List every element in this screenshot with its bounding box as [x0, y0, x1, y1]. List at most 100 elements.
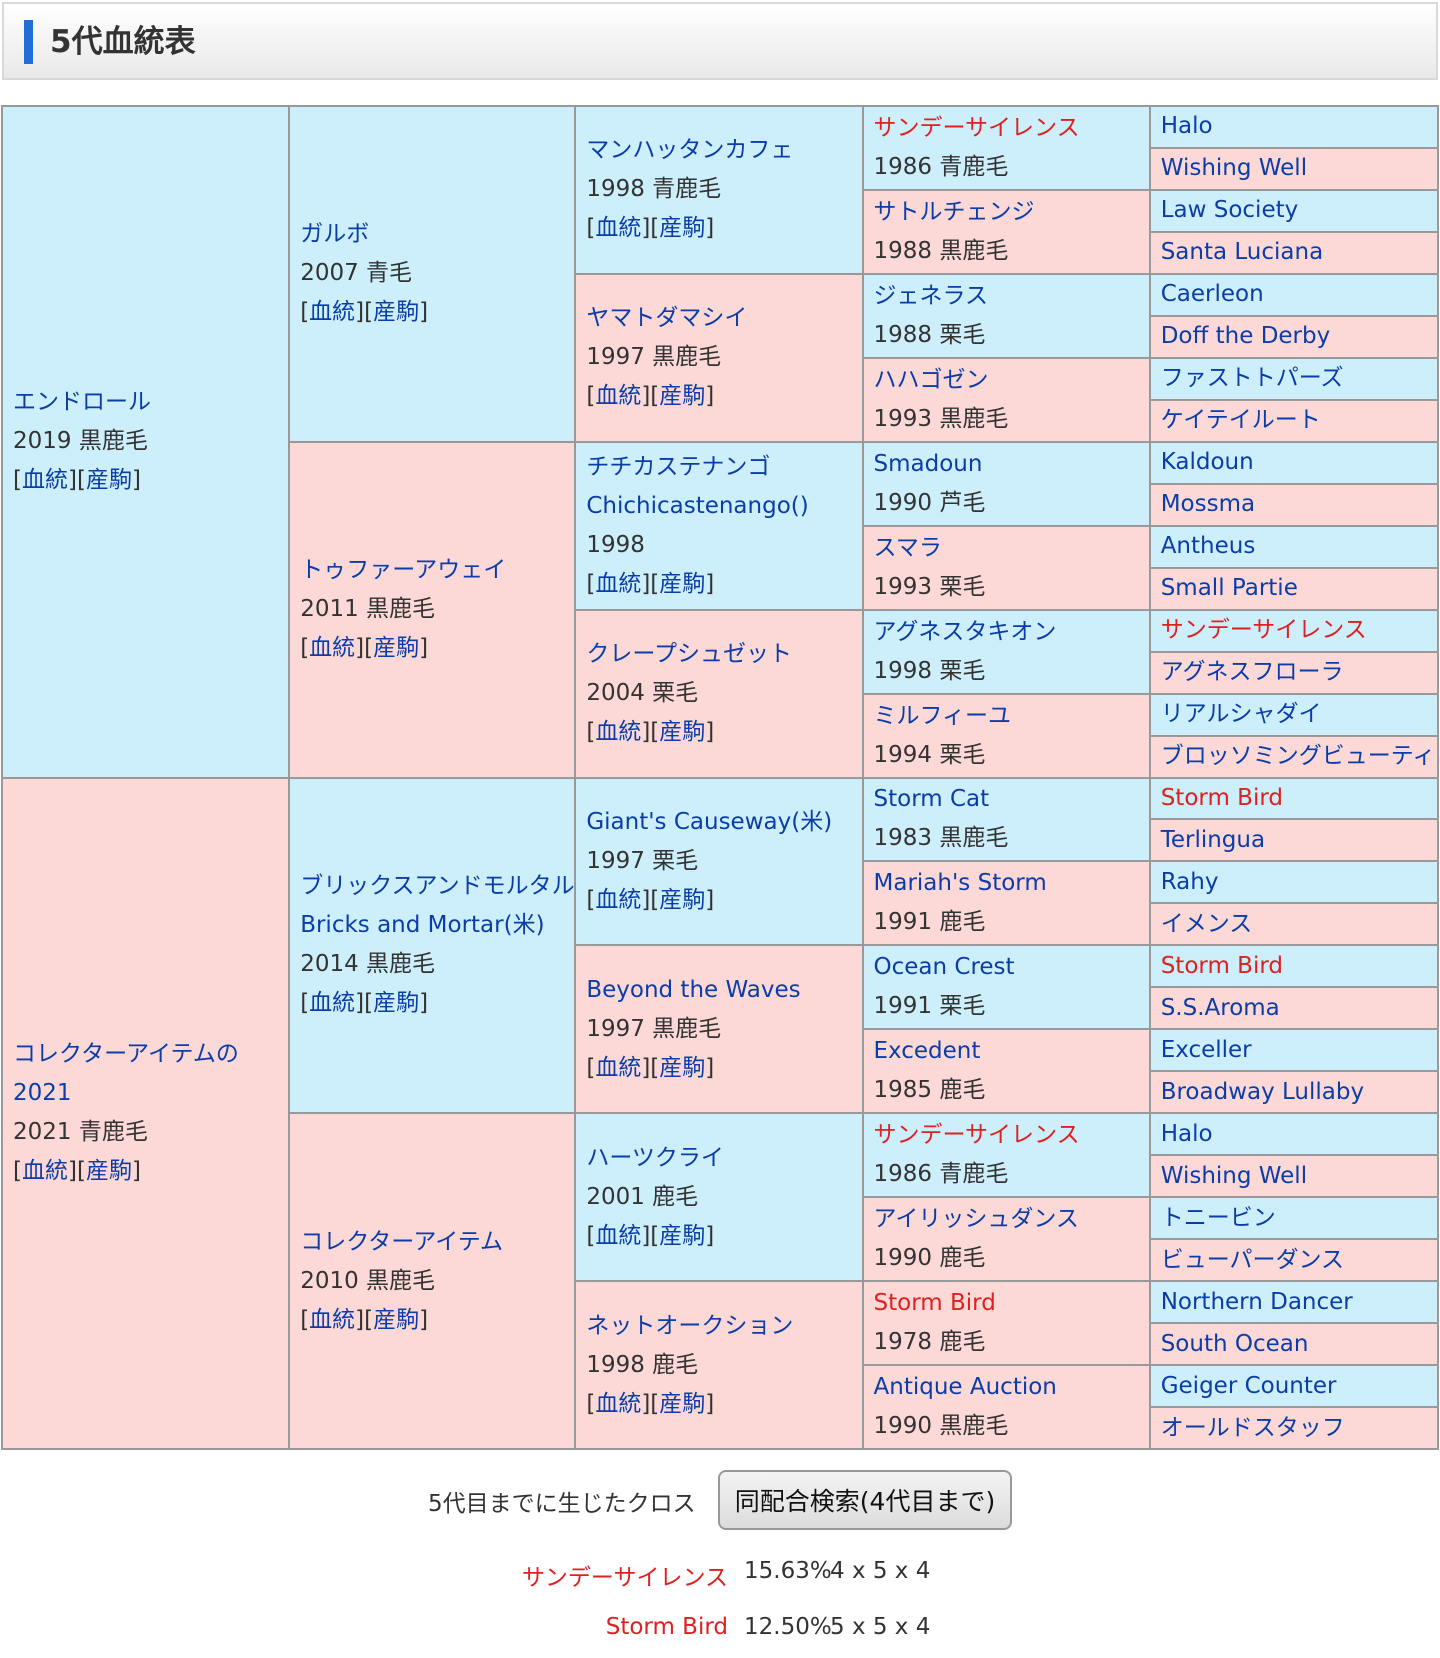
- horse-link-g5[interactable]: South Ocean: [1160, 1330, 1309, 1357]
- horse-link-g3[interactable]: チチカステナンゴ: [586, 453, 771, 480]
- horse-link-g3[interactable]: Giant's Causeway(米): [586, 808, 833, 835]
- horse-link-dam[interactable]: コレクターアイテムの2021: [13, 1041, 239, 1107]
- progeny-link[interactable]: 産駒: [659, 886, 706, 913]
- horse-link-g4[interactable]: ハハゴゼン: [873, 366, 989, 393]
- horse-link-g5[interactable]: Halo: [1160, 1120, 1213, 1147]
- horse-link-g5[interactable]: Broadway Lullaby: [1160, 1078, 1365, 1105]
- horse-info-g3: 1998: [586, 531, 645, 558]
- horse-link-g5[interactable]: トニービン: [1160, 1204, 1276, 1231]
- horse-link-g4[interactable]: スマラ: [873, 534, 942, 561]
- horse-link-g4[interactable]: サンデーサイレンス: [873, 114, 1080, 141]
- horse-link-g5[interactable]: イメンス: [1160, 910, 1253, 937]
- horse-link-g4[interactable]: サトルチェンジ: [873, 198, 1035, 225]
- pedigree-link[interactable]: 血統: [595, 1222, 642, 1249]
- horse-link-g4[interactable]: Mariah's Storm: [873, 870, 1047, 897]
- horse-link-dam-sire[interactable]: ブリックスアンドモルタル: [300, 873, 575, 900]
- horse-link-g5[interactable]: Kaldoun: [1160, 449, 1254, 476]
- horse-link-g3[interactable]: ネットオークション: [586, 1312, 794, 1339]
- horse-link-g5[interactable]: アグネスフローラ: [1160, 659, 1344, 686]
- horse-link-dam-dam[interactable]: コレクターアイテム: [300, 1228, 504, 1255]
- pedigree-link[interactable]: 血統: [595, 719, 642, 746]
- horse-link-g5[interactable]: オールドスタッフ: [1160, 1414, 1345, 1441]
- horse-link-g5[interactable]: Storm Bird: [1160, 952, 1283, 979]
- horse-link-g4[interactable]: アグネスタキオン: [873, 618, 1057, 645]
- pedigree-link[interactable]: 血統: [21, 1158, 68, 1185]
- progeny-link[interactable]: 産駒: [659, 1054, 706, 1081]
- pedigree-link[interactable]: 血統: [309, 635, 356, 662]
- pedigree-link[interactable]: 血統: [595, 570, 642, 597]
- horse-link-g4[interactable]: Storm Cat: [873, 786, 990, 813]
- horse-link-g5[interactable]: ケイテイルート: [1160, 407, 1321, 434]
- horse-link-g5[interactable]: S.S.Aroma: [1160, 994, 1280, 1021]
- horse-link-g5[interactable]: ブロッソミングビューティ: [1160, 743, 1436, 770]
- progeny-link[interactable]: 産駒: [659, 383, 706, 410]
- pedigree-link[interactable]: 血統: [309, 299, 356, 326]
- horse-link-g5[interactable]: Storm Bird: [1160, 784, 1283, 811]
- horse-link-g5[interactable]: ファストトパーズ: [1160, 365, 1344, 392]
- horse-link-g4[interactable]: Antique Auction: [873, 1374, 1057, 1401]
- horse-link-g5[interactable]: Wishing Well: [1160, 1162, 1308, 1189]
- horse-link-sire[interactable]: エンドロール: [13, 389, 151, 416]
- cross-horse-link[interactable]: サンデーサイレンス: [521, 1565, 728, 1591]
- pedigree-cell-g3: ネットオークション 1998 鹿毛 [血統][産駒]: [574, 1280, 864, 1450]
- progeny-link[interactable]: 産駒: [659, 570, 706, 597]
- horse-link-g4[interactable]: Smadoun: [873, 450, 983, 477]
- pedigree-cell-g4: ミルフィーユ 1994 栗毛: [861, 692, 1151, 779]
- cross-horse-link[interactable]: Storm Bird: [605, 1614, 728, 1640]
- horse-link-g4[interactable]: ミルフィーユ: [873, 702, 1012, 729]
- horse-link-sire-sire[interactable]: ガルボ: [300, 221, 370, 248]
- horse-link-g3[interactable]: クレープシュゼット: [586, 641, 792, 668]
- horse-link-g5[interactable]: Law Society: [1160, 197, 1299, 224]
- horse-link-g5[interactable]: Caerleon: [1160, 281, 1264, 308]
- progeny-link[interactable]: 産駒: [373, 990, 420, 1017]
- pedigree-link[interactable]: 血統: [595, 215, 642, 242]
- progeny-link[interactable]: 産駒: [659, 1390, 706, 1417]
- horse-link-g4[interactable]: ジェネラス: [873, 282, 989, 309]
- horse-link-g3[interactable]: ハーツクライ: [586, 1144, 724, 1171]
- horse-link-g5[interactable]: Santa Luciana: [1160, 239, 1324, 266]
- pedigree-cell-g4: サンデーサイレンス 1986 青鹿毛: [861, 105, 1151, 191]
- horse-link-g4[interactable]: Ocean Crest: [873, 954, 1015, 981]
- horse-link-g5[interactable]: サンデーサイレンス: [1160, 617, 1367, 644]
- pedigree-link[interactable]: 血統: [595, 1054, 642, 1081]
- horse-link-g4[interactable]: サンデーサイレンス: [873, 1122, 1080, 1149]
- horse-link-g5[interactable]: Northern Dancer: [1160, 1288, 1353, 1315]
- horse-link-g5[interactable]: Halo: [1160, 113, 1213, 140]
- progeny-link[interactable]: 産駒: [373, 635, 420, 662]
- horse-link-g3[interactable]: Beyond the Waves: [586, 976, 801, 1003]
- progeny-link[interactable]: 産駒: [85, 1158, 132, 1185]
- progeny-link[interactable]: 産駒: [659, 719, 706, 746]
- progeny-link[interactable]: 産駒: [373, 299, 420, 326]
- horse-link-g5[interactable]: ビューパーダンス: [1160, 1246, 1345, 1273]
- horse-link-g5[interactable]: Terlingua: [1160, 826, 1266, 853]
- pedigree-link[interactable]: 血統: [595, 886, 642, 913]
- horse-link-g5[interactable]: Geiger Counter: [1160, 1372, 1337, 1399]
- horse-link-g5[interactable]: Small Partie: [1160, 575, 1298, 602]
- horse-link-g3[interactable]: ヤマトダマシイ: [586, 305, 748, 332]
- pedigree-link[interactable]: 血統: [309, 990, 356, 1017]
- pedigree-link[interactable]: 血統: [595, 383, 642, 410]
- horse-link-g4[interactable]: アイリッシュダンス: [873, 1206, 1079, 1233]
- horse-link-g5[interactable]: リアルシャダイ: [1160, 701, 1322, 728]
- horse-link-g5[interactable]: Antheus: [1160, 533, 1256, 560]
- progeny-link[interactable]: 産駒: [659, 1222, 706, 1249]
- progeny-link[interactable]: 産駒: [85, 467, 132, 494]
- horse-link-dam-sire-alt[interactable]: Bricks and Mortar(米): [300, 912, 545, 939]
- horse-link-g4[interactable]: Storm Bird: [873, 1290, 996, 1317]
- horse-link-g4[interactable]: Excedent: [873, 1038, 981, 1065]
- horse-link-sire-dam[interactable]: トゥファーアウェイ: [300, 557, 507, 584]
- horse-link-g3[interactable]: マンハッタンカフェ: [586, 137, 794, 164]
- same-mating-search-button[interactable]: 同配合検索(4代目まで): [718, 1470, 1012, 1530]
- horse-link-g5[interactable]: Exceller: [1160, 1036, 1252, 1063]
- horse-link-g5[interactable]: Doff the Derby: [1160, 323, 1331, 350]
- horse-link-g5[interactable]: Mossma: [1160, 491, 1256, 518]
- pedigree-link[interactable]: 血統: [21, 467, 68, 494]
- pedigree-link[interactable]: 血統: [309, 1306, 356, 1333]
- progeny-link[interactable]: 産駒: [373, 1306, 420, 1333]
- pedigree-link[interactable]: 血統: [595, 1390, 642, 1417]
- progeny-link[interactable]: 産駒: [659, 215, 706, 242]
- horse-link-g3-alt[interactable]: Chichicastenango(): [586, 492, 809, 519]
- horse-link-g5[interactable]: Rahy: [1160, 868, 1219, 895]
- pedigree-cell-g4: Antique Auction 1990 黒鹿毛: [861, 1364, 1151, 1450]
- horse-link-g5[interactable]: Wishing Well: [1160, 155, 1308, 182]
